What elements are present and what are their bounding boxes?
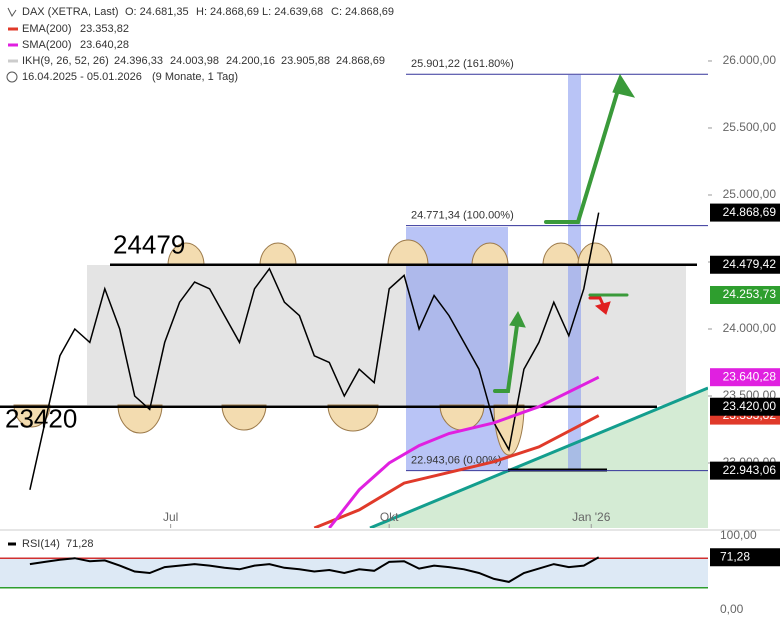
rsi-badge-label: 71,28 <box>720 549 750 563</box>
price-badge <box>710 255 780 274</box>
fib-label: 25.901,22 (161.80%) <box>411 58 514 70</box>
rsi-band <box>0 558 708 588</box>
arrows <box>493 73 636 393</box>
price-badge-label: 24.868,69 <box>723 205 777 219</box>
y-tick-label: 26.000,00 <box>723 53 777 67</box>
ohlc: C: 24.868,69 <box>331 6 394 18</box>
legend-name: SMA(200) <box>22 39 72 51</box>
title: DAX (XETRA, Last) <box>22 6 119 18</box>
icon <box>7 7 17 17</box>
plot: 25.901,22 (161.80%) 24.771,34 (100.00%) 22… <box>0 58 708 528</box>
rsi-badge <box>710 548 780 567</box>
legend-value: 24.396,33 <box>114 55 163 67</box>
level-label: 24479 <box>113 230 185 260</box>
legend-name: EMA(200) <box>22 23 72 35</box>
price-badge-label: 23.640,28 <box>723 369 777 383</box>
price-badge <box>710 368 780 387</box>
range-box <box>87 265 686 405</box>
y-tick-label: 25.000,00 <box>723 187 777 201</box>
price-badge <box>710 203 780 222</box>
legend-value: 23.353,82 <box>80 23 129 35</box>
legend-value: 23.640,28 <box>80 39 129 51</box>
fib-label: 24.771,34 (100.00%) <box>411 210 514 222</box>
x-tick-label: Jul <box>163 510 178 524</box>
time-band <box>568 75 581 470</box>
axis: 26.000,0025.500,0025.000,0024.500,0024.0… <box>163 53 780 528</box>
legend-value: 24.200,16 <box>226 55 275 67</box>
level-label: 23420 <box>5 404 77 434</box>
y-tick-label: 25.500,00 <box>723 120 777 134</box>
period: (9 Monate, 1 Tag) <box>152 71 238 83</box>
legend-value: 24.003,98 <box>170 55 219 67</box>
price-badge-label: 23.420,00 <box>723 399 777 413</box>
ohlc: H: 24.868,69 <box>196 6 259 18</box>
clock-icon <box>6 71 18 83</box>
ohlc: O: 24.681,35 <box>125 6 189 18</box>
price-badge-label: 24.479,42 <box>723 257 777 271</box>
legend-value: 24.868,69 <box>336 55 385 67</box>
ohlc: L: 24.639,68 <box>262 6 323 18</box>
rsi-line <box>29 556 600 583</box>
x-tick-label: Jan '26 <box>572 510 611 524</box>
legend: DAX (XETRA, Last) O: 24.681,35 H: 24.868… <box>0 0 400 86</box>
rsi-value: 71,28 <box>66 538 94 550</box>
rsi-tick-label: 100,00 <box>720 528 757 542</box>
rsi-panel: 100,00 0,00 71,28 RSI(14) 71,28 <box>0 528 780 616</box>
legend-name: IKH(9, 26, 52, 26) <box>22 55 109 67</box>
price-badge <box>710 285 780 304</box>
rsi-name: RSI(14) <box>22 538 60 550</box>
arcs <box>13 239 613 456</box>
indicator-line <box>313 414 600 528</box>
drawings <box>13 75 708 528</box>
trend-line <box>369 386 708 528</box>
price-badge <box>710 397 780 416</box>
y-tick-label: 24.000,00 <box>723 321 777 335</box>
rsi-legend-bg <box>2 537 98 551</box>
rsi-tick-label: 0,00 <box>720 602 744 616</box>
date-range: 16.04.2025 - 05.01.2026 <box>22 71 142 83</box>
fib-label: 22.943,06 (0.00%) <box>411 455 502 467</box>
legend-value: 23.905,88 <box>281 55 330 67</box>
indicator-line <box>328 375 600 528</box>
price-badge-label: 24.253,73 <box>723 287 777 301</box>
price-line <box>29 212 600 490</box>
price-badge <box>710 461 780 480</box>
x-tick-label: Okt <box>380 510 399 524</box>
price-badge-label: 22.943,06 <box>723 463 777 477</box>
